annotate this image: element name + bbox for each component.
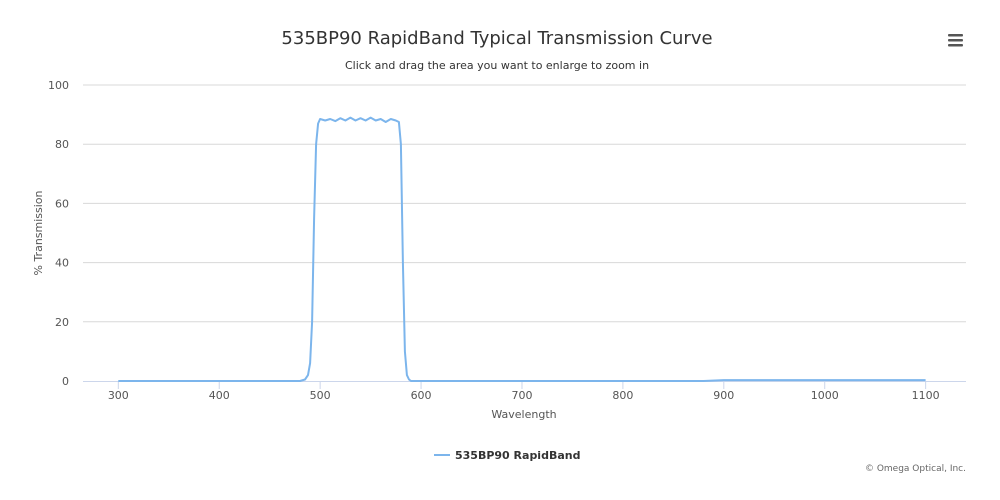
series-layer [118, 116, 926, 382]
series-line[interactable] [118, 116, 926, 382]
y-tick-label: 60 [55, 197, 69, 210]
x-tick-label: 400 [209, 389, 230, 402]
x-tick-label: 600 [411, 389, 432, 402]
legend-label[interactable]: 535BP90 RapidBand [455, 449, 580, 462]
y-tick-label: 20 [55, 316, 69, 329]
chart-subtitle: Click and drag the area you want to enla… [345, 59, 649, 72]
credit-text[interactable]: © Omega Optical, Inc. [865, 464, 966, 474]
x-tick-label: 900 [713, 389, 734, 402]
hamburger-icon[interactable] [943, 30, 983, 50]
legend[interactable]: 535BP90 RapidBand [434, 449, 580, 462]
axes: 0 20 40 60 80 100 300 400 500 600 700 800 900 1000 110… [48, 79, 966, 402]
x-tick-label: 500 [310, 389, 331, 402]
y-tick-label: 80 [55, 138, 69, 151]
y-tick-label: 100 [48, 79, 69, 92]
x-axis-title: Wavelength [491, 408, 556, 421]
y-tick-label: 0 [62, 375, 69, 388]
x-tick-label: 800 [612, 389, 633, 402]
x-tick-label: 1000 [811, 389, 839, 402]
x-tick-label: 700 [511, 389, 532, 402]
chart-title: 535BP90 RapidBand Typical Transmission C… [281, 28, 712, 49]
y-axis-title: % Transmission [32, 190, 45, 275]
x-tick-label: 1100 [912, 389, 940, 402]
grid-lines [83, 84, 966, 323]
x-tick-label: 300 [108, 389, 129, 402]
y-tick-label: 40 [55, 257, 69, 270]
